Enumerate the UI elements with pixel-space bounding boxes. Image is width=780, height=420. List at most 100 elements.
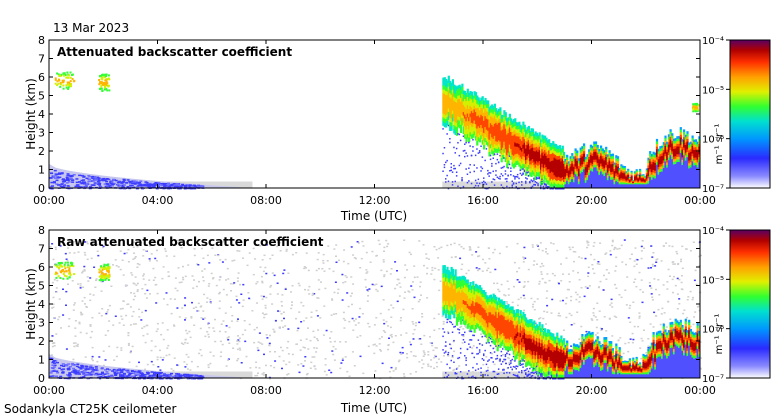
boundary-layer-pixel: [139, 184, 143, 187]
noise-pixel: [99, 377, 102, 380]
lowcloud-pixel: [674, 156, 677, 160]
noise-pixel: [357, 242, 360, 244]
noise-pixel: [268, 342, 271, 345]
noise-pixel: [309, 367, 312, 369]
noise-pixel: [398, 359, 401, 361]
precip-pixel: [466, 101, 469, 106]
noise-pixel: [222, 241, 225, 243]
noise-pixel: [146, 363, 149, 366]
lowcloud-pixel: [613, 175, 616, 179]
noise-pixel: [305, 267, 307, 269]
noise-pixel: [653, 278, 656, 280]
lowcloud-pixel: [611, 156, 614, 160]
noise-pixel: [266, 337, 269, 339]
boundary-layer-pixel: [185, 185, 189, 187]
noise-pixel: [673, 275, 675, 278]
noise-pixel: [402, 308, 405, 311]
colorbar-tick-label: 10⁻⁵: [702, 85, 724, 96]
precip-pixel: [553, 154, 556, 159]
precip-pixel: [459, 86, 463, 91]
drizzle-pixel: [511, 184, 513, 186]
noise-pixel: [102, 364, 105, 367]
lowcloud-pixel: [601, 163, 604, 167]
lowcloud-pixel: [645, 173, 648, 176]
lowcloud-pixel: [574, 156, 577, 160]
precip-pixel: [546, 161, 549, 167]
noise-pixel: [574, 251, 577, 253]
noise-pixel: [595, 326, 598, 329]
lowcloud-base-pixel: [625, 184, 628, 188]
lowcloud-pixel: [574, 148, 577, 152]
precip-pixel: [540, 165, 543, 171]
precip-pixel: [450, 110, 453, 115]
precip-pixel: [477, 97, 480, 102]
precip-pixel: [477, 137, 480, 142]
lowcloud-pixel: [694, 162, 698, 166]
lowcloud-pixel: [615, 175, 618, 179]
lowcloud-pixel: [589, 162, 592, 166]
boundary-layer-pixel: [53, 177, 57, 179]
cloud-pixel: [58, 78, 60, 81]
noise-pixel: [132, 246, 135, 248]
precip-pixel: [449, 109, 452, 115]
lowcloud-pixel: [698, 146, 701, 150]
precip-pixel: [534, 143, 537, 148]
noise-pixel: [284, 288, 287, 290]
noise-pixel: [272, 239, 275, 241]
noise-pixel: [620, 296, 623, 299]
precip-pixel: [511, 143, 514, 148]
noise-pixel: [545, 251, 547, 253]
noise-pixel: [60, 327, 62, 329]
noise-pixel: [244, 340, 247, 343]
lowcloud-pixel: [630, 174, 633, 177]
noise-pixel: [597, 261, 600, 263]
noise-pixel: [237, 318, 239, 320]
precip-pixel: [485, 104, 488, 109]
noise-pixel: [641, 340, 644, 342]
noise-pixel: [394, 261, 397, 263]
noise-pixel: [253, 328, 256, 331]
precip-pixel: [455, 131, 459, 136]
noise-pixel: [629, 304, 632, 307]
precip-pixel: [449, 97, 452, 102]
lowcloud-pixel: [567, 179, 570, 183]
noise-pixel: [260, 295, 263, 297]
lowcloud-pixel: [637, 180, 640, 182]
noise-pixel: [354, 257, 357, 260]
lowcloud-pixel: [644, 183, 647, 185]
precip-pixel: [445, 90, 448, 96]
lowcloud-pixel: [594, 164, 598, 168]
noise-pixel: [154, 257, 157, 260]
precip-pixel: [523, 164, 526, 169]
noise-pixel: [219, 340, 222, 343]
noise-pixel: [403, 375, 406, 378]
noise-pixel: [421, 313, 424, 315]
noise-pixel: [389, 326, 392, 329]
boundary-layer-pixel: [67, 187, 71, 190]
noise-pixel: [568, 246, 571, 249]
drizzle-pixel: [468, 180, 470, 182]
precip-pixel: [511, 147, 514, 152]
precip-pixel: [559, 152, 562, 157]
precip-pixel: [488, 139, 491, 145]
lowcloud-pixel: [601, 158, 604, 162]
noise-pixel: [129, 350, 132, 352]
lowcloud-pixel: [623, 182, 626, 185]
precip-pixel: [556, 166, 559, 171]
precip-pixel: [531, 128, 534, 133]
lowcloud-pixel: [683, 137, 686, 141]
drizzle-pixel: [480, 170, 482, 172]
noise-pixel: [333, 291, 336, 294]
noise-pixel: [359, 307, 362, 310]
lowcloud-pixel: [667, 155, 670, 159]
lowcloud-base-pixel: [601, 174, 604, 188]
precip-pixel: [446, 102, 449, 107]
noise-pixel: [79, 283, 82, 285]
noise-pixel: [330, 314, 333, 316]
drizzle-pixel: [511, 180, 513, 182]
precip-pixel: [556, 184, 559, 189]
noise-pixel: [76, 343, 79, 346]
precip-pixel: [523, 153, 526, 158]
precip-pixel: [442, 85, 445, 90]
drizzle-pixel: [447, 187, 450, 190]
